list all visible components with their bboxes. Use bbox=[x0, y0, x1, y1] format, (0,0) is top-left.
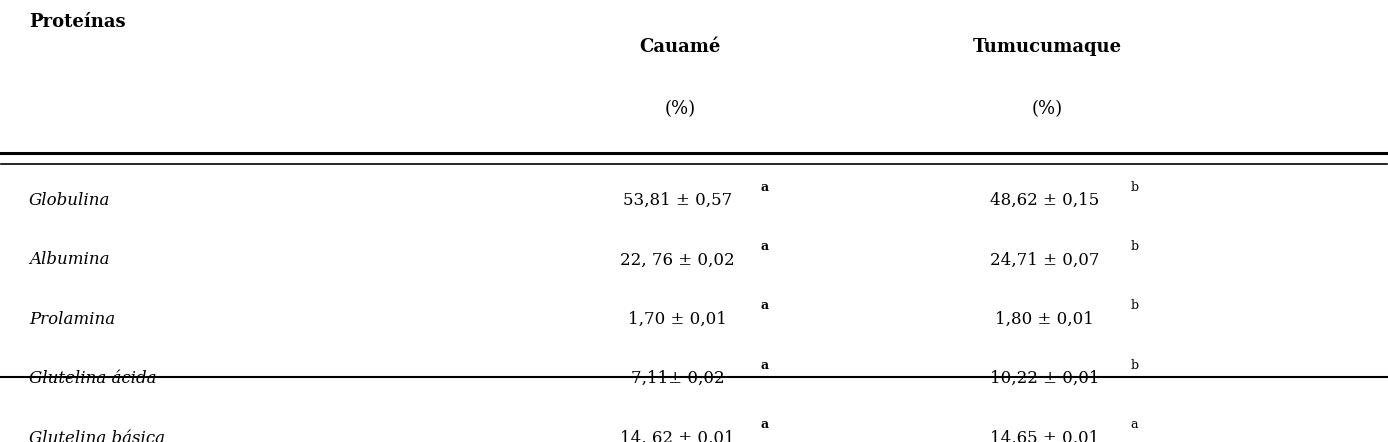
Text: b: b bbox=[1130, 181, 1138, 194]
Text: b: b bbox=[1130, 359, 1138, 372]
Text: Cauamé: Cauamé bbox=[640, 38, 720, 57]
Text: Globulina: Globulina bbox=[29, 192, 111, 209]
Text: 24,71 ± 0,07: 24,71 ± 0,07 bbox=[990, 251, 1105, 268]
Text: Tumucumaque: Tumucumaque bbox=[973, 38, 1122, 57]
Text: Glutelina ácida: Glutelina ácida bbox=[29, 370, 157, 387]
Text: a: a bbox=[761, 418, 769, 431]
Text: 14,65 ± 0,01: 14,65 ± 0,01 bbox=[990, 430, 1105, 442]
Text: Proteínas: Proteínas bbox=[29, 13, 126, 31]
Text: 53,81 ± 0,57: 53,81 ± 0,57 bbox=[623, 192, 737, 209]
Text: 1,80 ± 0,01: 1,80 ± 0,01 bbox=[995, 311, 1099, 328]
Text: a: a bbox=[761, 181, 769, 194]
Text: 14, 62 ± 0,01: 14, 62 ± 0,01 bbox=[620, 430, 740, 442]
Text: Glutelina básica: Glutelina básica bbox=[29, 430, 165, 442]
Text: b: b bbox=[1130, 299, 1138, 312]
Text: a: a bbox=[761, 359, 769, 372]
Text: a: a bbox=[1130, 418, 1138, 431]
Text: (%): (%) bbox=[1031, 99, 1063, 118]
Text: b: b bbox=[1130, 240, 1138, 253]
Text: 10,22 ± 0,01: 10,22 ± 0,01 bbox=[990, 370, 1105, 387]
Text: 48,62 ± 0,15: 48,62 ± 0,15 bbox=[990, 192, 1105, 209]
Text: 22, 76 ± 0,02: 22, 76 ± 0,02 bbox=[620, 251, 740, 268]
Text: (%): (%) bbox=[665, 99, 695, 118]
Text: Albumina: Albumina bbox=[29, 251, 110, 268]
Text: a: a bbox=[761, 240, 769, 253]
Text: Prolamina: Prolamina bbox=[29, 311, 115, 328]
Text: a: a bbox=[761, 299, 769, 312]
Text: 7,11± 0,02: 7,11± 0,02 bbox=[630, 370, 730, 387]
Text: 1,70 ± 0,01: 1,70 ± 0,01 bbox=[629, 311, 733, 328]
